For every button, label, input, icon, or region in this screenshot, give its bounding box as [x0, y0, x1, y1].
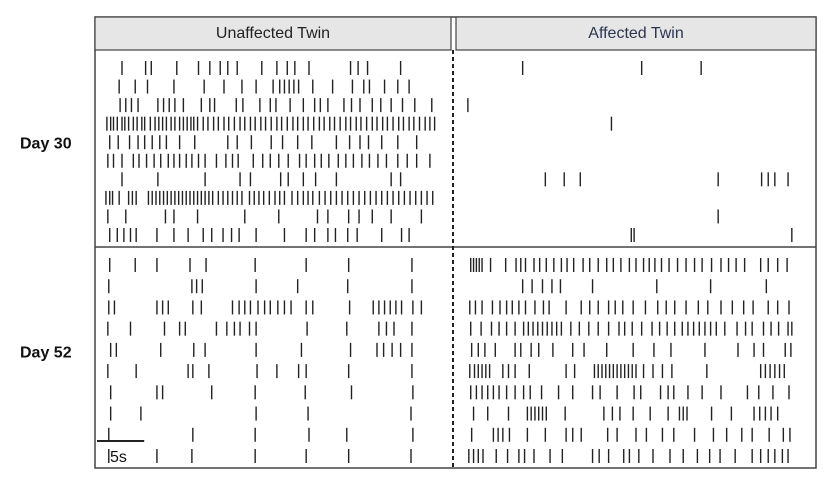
- frame: [94, 16, 817, 469]
- scale-bar-label: 5s: [110, 449, 127, 466]
- panel-title: Unaffected Twin: [216, 25, 330, 42]
- row-label: Day 52: [20, 345, 72, 362]
- row-label: Day 30: [20, 136, 72, 153]
- panel-title: Affected Twin: [588, 25, 683, 42]
- header-box: [94, 16, 452, 51]
- header-box: [455, 16, 817, 51]
